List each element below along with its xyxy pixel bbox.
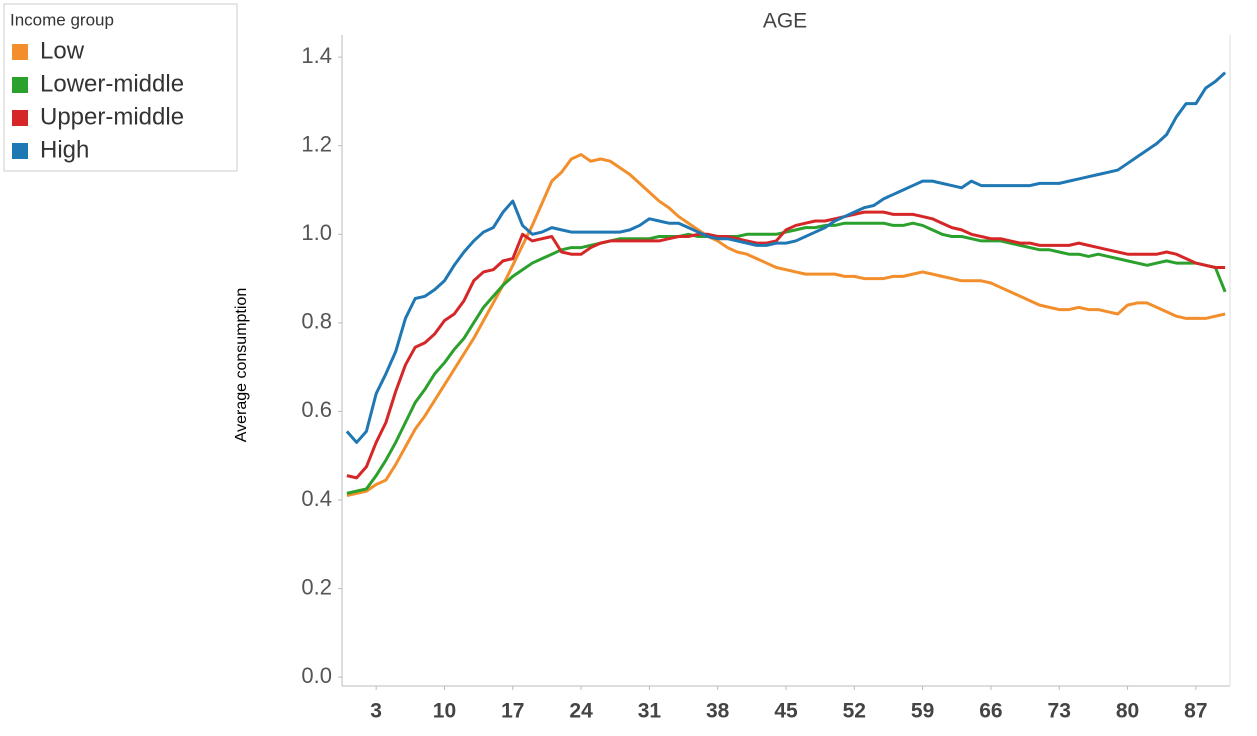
x-tick-label: 38 [706, 700, 730, 723]
x-tick-label: 59 [911, 700, 934, 723]
legend-swatch [12, 143, 28, 159]
legend-label: Upper-middle [40, 103, 184, 130]
x-tick-label: 80 [1116, 700, 1139, 723]
x-tick-label: 73 [1048, 700, 1071, 723]
y-tick-label: 0.0 [301, 663, 332, 688]
x-tick-label: 66 [979, 700, 1002, 723]
legend-swatch [12, 44, 28, 60]
y-tick-label: 0.8 [301, 309, 332, 334]
x-tick-label: 87 [1184, 700, 1207, 723]
x-tick-label: 45 [774, 700, 798, 723]
x-tick-label: 52 [843, 700, 866, 723]
x-tick-label: 3 [370, 700, 382, 723]
y-tick-label: 0.4 [301, 486, 332, 511]
legend-label: Low [40, 37, 85, 64]
legend-swatch [12, 77, 28, 93]
series-line [346, 153, 1226, 498]
y-tick-label: 1.2 [301, 132, 332, 157]
series-line [345, 71, 1227, 444]
x-tick-label: 24 [569, 700, 593, 723]
chart-title: AGE [763, 10, 807, 33]
legend-label: Lower-middle [40, 70, 184, 97]
legend-title: Income group [10, 10, 114, 29]
series-line [346, 210, 1226, 480]
legend-box [3, 3, 238, 172]
x-tick-label: 10 [433, 700, 456, 723]
x-tick-label: 31 [638, 700, 662, 723]
y-tick-label: 0.2 [301, 574, 332, 599]
y-tick-label: 1.0 [301, 220, 332, 245]
series-line [346, 221, 1227, 495]
x-tick-label: 17 [501, 700, 524, 723]
legend-swatch [12, 110, 28, 126]
legend-label: High [40, 136, 89, 163]
y-tick-label: 0.6 [301, 397, 332, 422]
y-axis-label: Average consumption [233, 288, 250, 442]
y-tick-label: 1.4 [301, 43, 332, 68]
